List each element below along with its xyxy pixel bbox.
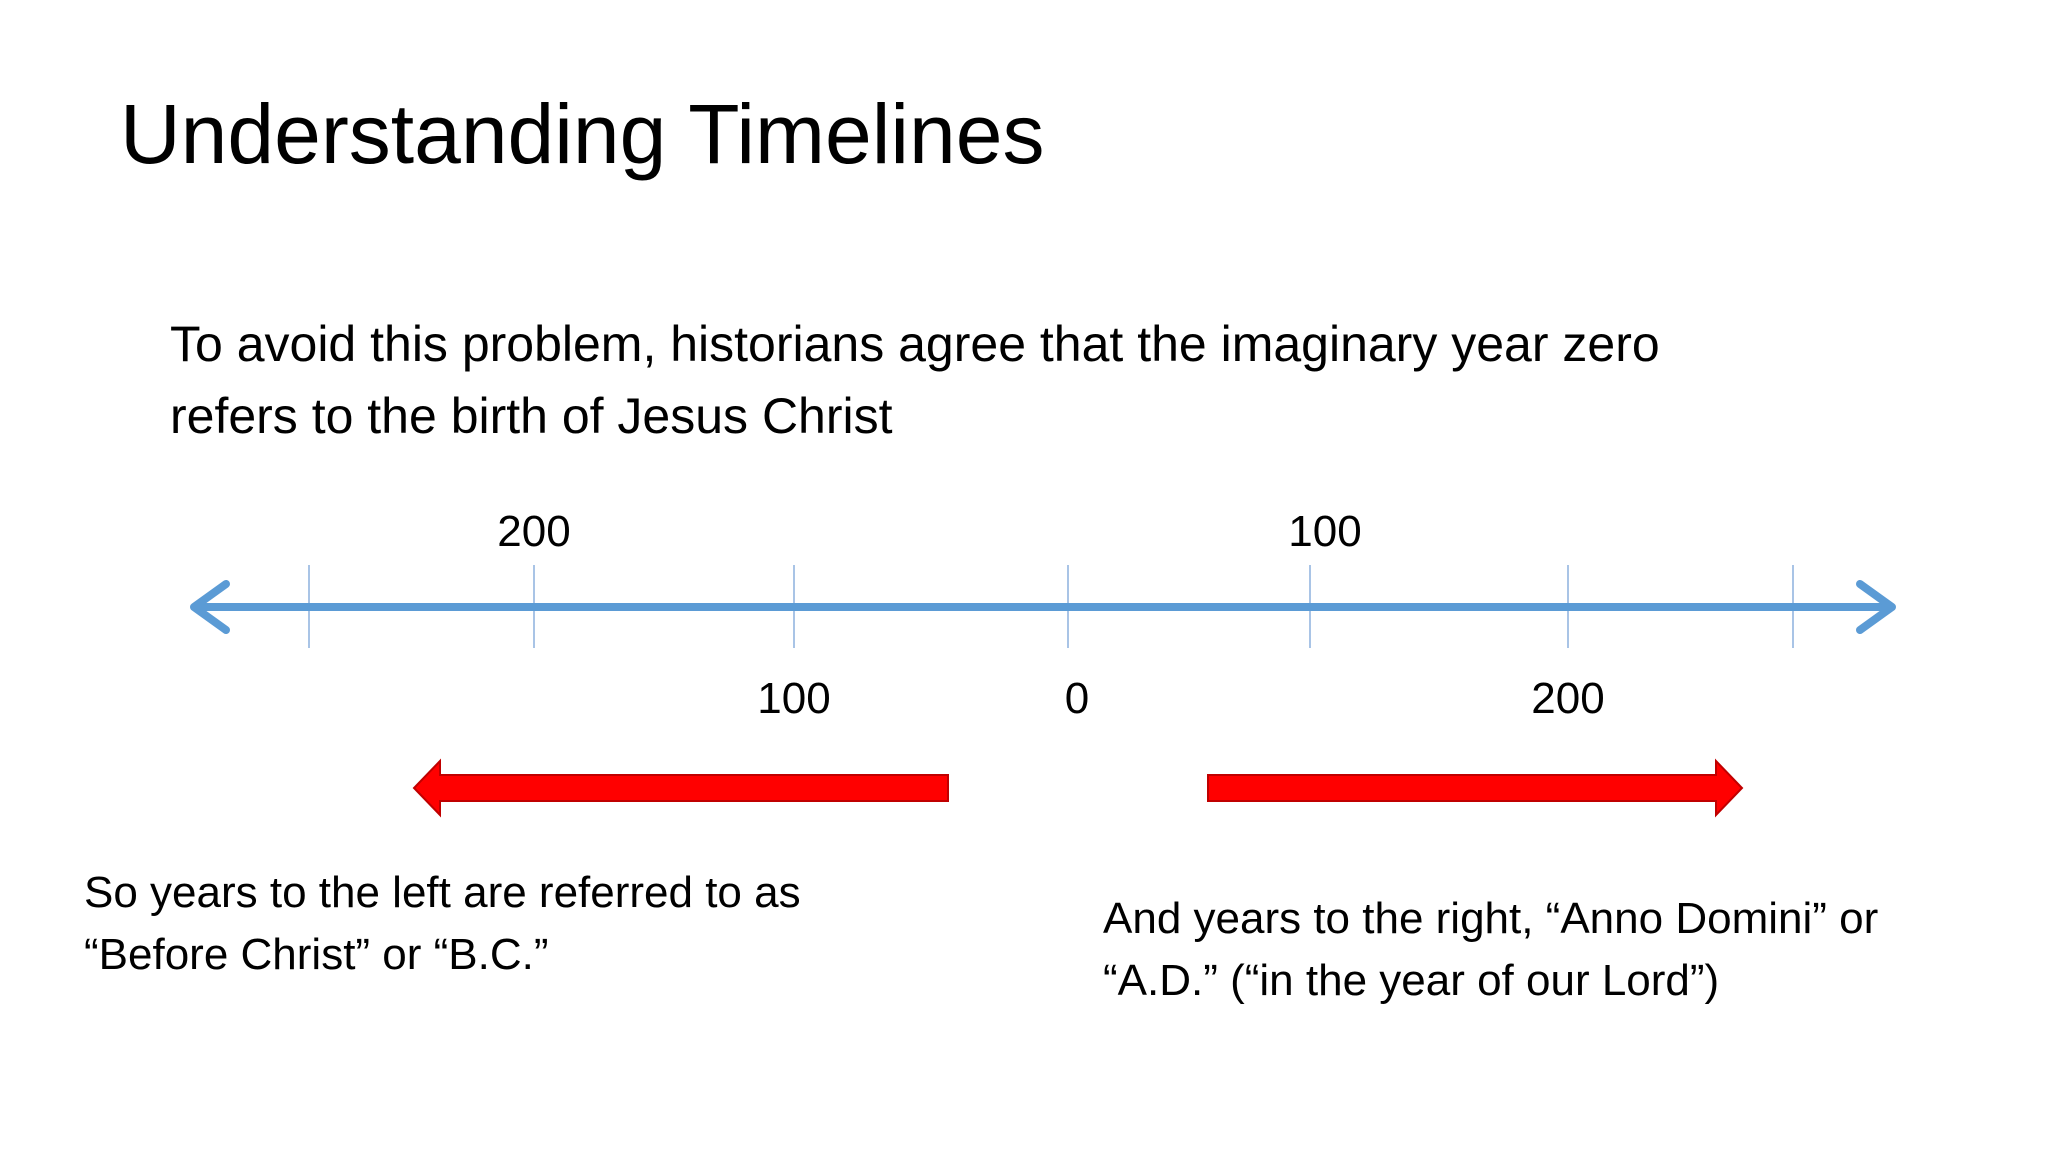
ad-caption-line-2: “A.D.” (“in the year of our Lord”) <box>1103 956 1720 1005</box>
intro-text: To avoid this problem, historians agree … <box>170 308 1930 452</box>
ad-direction-arrow <box>1207 758 1744 818</box>
ad-caption: And years to the right, “Anno Domini” or… <box>1103 888 1878 1012</box>
lower-label-100: 100 <box>757 674 830 723</box>
right-arrowhead <box>1856 580 1896 634</box>
intro-line-2: refers to the birth of Jesus Christ <box>170 388 893 444</box>
timeline-axis <box>190 580 1896 634</box>
upper-label-200: 200 <box>497 507 570 556</box>
left-arrowhead <box>190 580 230 634</box>
slide-title: Understanding Timelines <box>120 87 1045 181</box>
bc-caption-line-2: “Before Christ” or “B.C.” <box>84 930 549 979</box>
upper-label-100: 100 <box>1288 507 1361 556</box>
ad-caption-line-1: And years to the right, “Anno Domini” or <box>1103 894 1879 943</box>
lower-label-200: 200 <box>1531 674 1604 723</box>
bc-caption-line-1: So years to the left are referred to as <box>84 868 801 917</box>
intro-line-1: To avoid this problem, historians agree … <box>170 316 1660 372</box>
bc-direction-arrow <box>412 758 949 818</box>
lower-label-0: 0 <box>1065 674 1089 723</box>
bc-caption: So years to the left are referred to as … <box>84 862 801 986</box>
